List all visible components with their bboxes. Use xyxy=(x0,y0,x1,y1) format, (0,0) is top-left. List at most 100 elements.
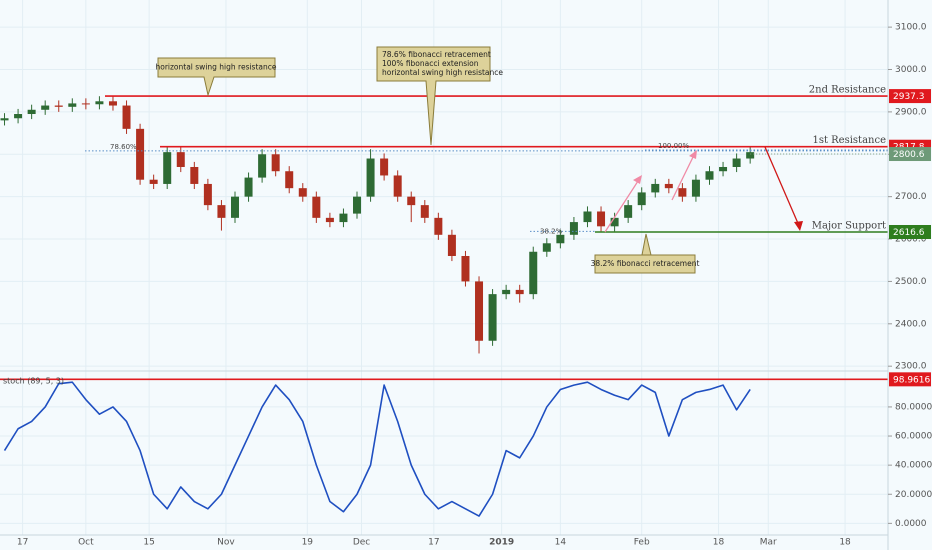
candle-body xyxy=(624,205,633,218)
red-arrow xyxy=(764,146,801,229)
candle-body xyxy=(325,217,334,223)
red-arrow-head xyxy=(794,221,803,231)
candle-body xyxy=(461,255,470,282)
level-label: Major Support xyxy=(812,221,886,232)
candle-body xyxy=(691,179,700,197)
candle-body xyxy=(230,196,239,218)
candle-body xyxy=(339,213,348,223)
y-tick-label: 3000.0 xyxy=(895,65,927,75)
candle-body xyxy=(366,158,375,197)
last-price-text: 2800.6 xyxy=(893,150,925,160)
candle-body xyxy=(475,281,484,341)
y-tick-label: 0.0000 xyxy=(895,519,927,529)
candle-body xyxy=(583,211,592,223)
fib-label: 100.00% xyxy=(658,142,689,150)
pink-arrow-head xyxy=(633,175,642,184)
fib-label: 38.2% xyxy=(540,227,563,235)
candle-body xyxy=(719,166,728,172)
candle-body xyxy=(746,152,755,159)
candle-body xyxy=(176,152,185,167)
level-price-box xyxy=(889,225,931,240)
candle-body xyxy=(203,183,212,206)
y-tick-label: 80.0000 xyxy=(895,402,932,412)
x-tick-label: 14 xyxy=(555,538,567,548)
callout: horizontal swing high resistance xyxy=(155,57,277,97)
candle-body xyxy=(488,294,497,341)
level-price-text: 2616.6 xyxy=(893,228,925,238)
candle-body xyxy=(502,289,511,295)
x-tick-label: 2019 xyxy=(489,538,514,548)
candle-body xyxy=(190,166,199,184)
callout-text: 38.2% fibonacci retracement xyxy=(591,259,700,268)
x-tick-label: 17 xyxy=(17,538,28,548)
level-label: 2nd Resistance xyxy=(809,85,886,96)
candle-body xyxy=(27,109,36,115)
y-tick-label: 40.0000 xyxy=(895,461,932,471)
level-price-text: 2937.3 xyxy=(893,92,925,102)
y-tick-label: 3100.0 xyxy=(895,23,927,33)
candle-body xyxy=(81,103,90,105)
candle-body xyxy=(678,188,687,197)
candle-body xyxy=(353,196,362,214)
pink-arrow xyxy=(604,177,641,233)
candle-body xyxy=(108,101,117,106)
candle-body xyxy=(651,183,660,193)
level-label: 1st Resistance xyxy=(812,135,886,146)
candle-body xyxy=(298,188,307,197)
callout-box xyxy=(376,46,491,146)
candle-body xyxy=(637,192,646,206)
candle-body xyxy=(664,183,673,189)
callout-box xyxy=(157,57,276,97)
y-tick-label: 20.0000 xyxy=(895,490,932,500)
callout: 38.2% fibonacci retracement xyxy=(591,233,700,274)
candle-body xyxy=(434,217,443,235)
candle-body xyxy=(136,128,145,180)
candle-body xyxy=(41,105,50,110)
candle-body xyxy=(515,289,524,295)
y-tick-label: 2500.0 xyxy=(895,277,927,287)
candle-body xyxy=(0,118,9,121)
candle-body xyxy=(705,171,714,180)
x-tick-label: 18 xyxy=(839,538,851,548)
candle-body xyxy=(149,179,158,184)
candle-body xyxy=(14,114,23,119)
candle-body xyxy=(271,154,280,172)
plot xyxy=(0,95,888,517)
candle-body xyxy=(447,234,456,256)
x-tick-label: Nov xyxy=(217,538,235,548)
candle-body xyxy=(556,234,565,244)
y-tick-label: 2400.0 xyxy=(895,319,927,329)
candle-body xyxy=(393,175,402,197)
candle-body xyxy=(529,251,538,295)
candle-body xyxy=(122,105,131,129)
candle-body xyxy=(54,105,63,107)
callout: 78.6% fibonacci retracement 100% fibonac… xyxy=(376,46,503,146)
x-tick-label: Oct xyxy=(78,538,94,548)
y-tick-label: 2700.0 xyxy=(895,192,927,202)
indicator-title: stoch (89, 5, 3) xyxy=(3,377,64,386)
x-tick-label: 19 xyxy=(302,538,314,548)
y-tick-label: 60.0000 xyxy=(895,432,932,442)
pink-arrow-head xyxy=(689,150,697,159)
callout-box xyxy=(594,233,696,274)
arrows xyxy=(604,146,803,233)
y-tick-label: 2600.0 xyxy=(895,235,927,245)
candle-body xyxy=(217,205,226,218)
last-price-box xyxy=(889,147,931,162)
x-tick-label: 15 xyxy=(143,538,154,548)
candle-body xyxy=(569,222,578,235)
x-tick-label: 17 xyxy=(428,538,439,548)
pink-arrow xyxy=(671,152,696,201)
candle-body xyxy=(244,177,253,197)
candle-body xyxy=(407,196,416,206)
candle-body xyxy=(163,152,172,184)
candle-body xyxy=(68,103,77,107)
x-tick-label: Feb xyxy=(634,538,650,548)
level-price-text: 98.9616 xyxy=(893,375,930,385)
level-price-box xyxy=(889,89,931,104)
x-tick-label: Dec xyxy=(353,538,370,548)
candle-body xyxy=(312,196,321,218)
fib-label: 78.60% xyxy=(110,143,137,151)
candle-body xyxy=(95,101,104,105)
